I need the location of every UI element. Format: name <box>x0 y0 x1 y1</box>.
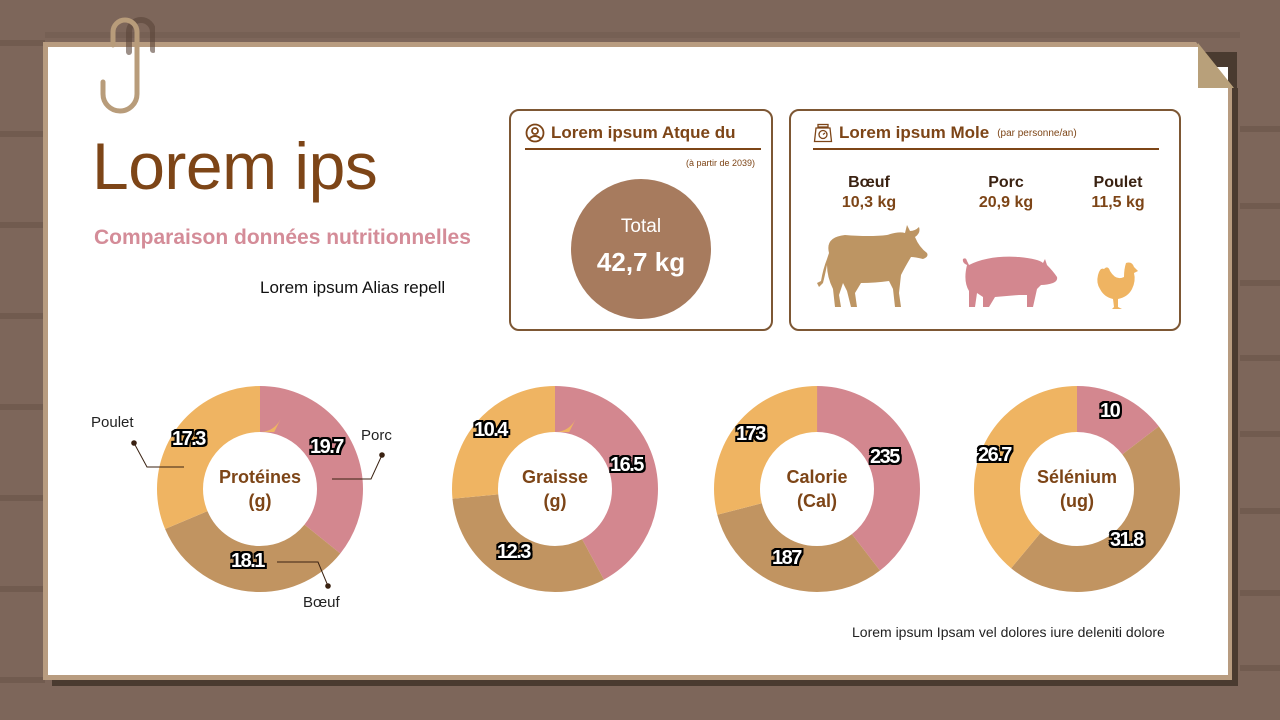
donut-chart-calorie: Calorie (Cal) 235 187 173 <box>712 384 922 594</box>
total-card: Lorem ipsum Atque du (à partir de 2039) … <box>509 109 773 331</box>
donut-chart-selenium: Sélénium (ug) 10 31.8 26.7 <box>972 384 1182 594</box>
value-label-boeuf: 12.3 <box>497 541 531 563</box>
donut-title: Calorie <box>786 467 848 487</box>
page-subtitle: Comparaison données nutritionnelles <box>94 226 471 249</box>
legend-porc: Porc <box>361 427 392 444</box>
legend-poulet: Poulet <box>91 414 134 431</box>
plank-line <box>1240 280 1280 286</box>
donut-segments <box>157 386 363 592</box>
pig-icon <box>962 256 1058 307</box>
donut-title: Graisse <box>521 467 589 487</box>
consumption-card-title: Lorem ipsum Mole <box>839 123 990 142</box>
segment-boeuf <box>452 386 658 592</box>
cow-icon <box>817 225 928 307</box>
plank-line <box>1240 665 1280 671</box>
segment-boeuf <box>157 386 363 592</box>
plank-line <box>1240 590 1280 596</box>
animal-name: Poulet <box>1093 174 1143 191</box>
segment-boeuf <box>714 386 920 592</box>
segment-poulet <box>157 386 363 592</box>
plank-line <box>45 32 1240 38</box>
total-label: Total <box>620 216 662 237</box>
page-description: Lorem ipsum Alias repell <box>260 278 446 297</box>
animal-name: Porc <box>988 174 1024 191</box>
animal-value: 11,5 kg <box>1091 194 1145 211</box>
value-label-porc: 10 <box>1100 400 1121 422</box>
total-value: 42,7 kg <box>596 247 686 277</box>
value-label-boeuf: 31.8 <box>1110 529 1144 551</box>
donut-title: Sélénium <box>1036 467 1118 487</box>
value-label-boeuf: 187 <box>772 547 802 569</box>
total-card-header: Lorem ipsum Atque du <box>525 123 761 150</box>
total-card-note: (à partir de 2039) <box>685 158 755 168</box>
paper-edge-shadow <box>1232 88 1238 686</box>
animal-value: 20,9 kg <box>978 194 1034 211</box>
plank-line <box>0 222 45 228</box>
value-label-porc: 16.5 <box>610 454 644 476</box>
value-label-boeuf: 18.1 <box>231 550 265 572</box>
animal-porc: Porc 20,9 kg <box>951 174 1061 212</box>
animal-name: Bœuf <box>848 174 890 191</box>
legend-boeuf: Bœuf <box>303 594 340 611</box>
donut-center-label: Calorie (Cal) <box>712 384 922 594</box>
animal-poulet: Poulet 11,5 kg <box>1063 174 1173 212</box>
donut-center-label: Protéines (g) <box>155 384 365 594</box>
animal-value: 10,3 kg <box>841 194 897 211</box>
plank-line <box>0 404 45 410</box>
value-label-porc: 235 <box>870 446 900 468</box>
donut-segments <box>714 386 920 592</box>
donut-chart-proteines: Protéines (g) 19.7 18.1 17.3 <box>155 384 365 594</box>
plank-line <box>0 586 45 592</box>
scale-icon <box>813 123 833 143</box>
donut-chart-graisse: Graisse (g) 16.5 12.3 10.4 <box>450 384 660 594</box>
segment-poulet <box>452 386 658 592</box>
page-title: Lorem ips <box>92 129 378 203</box>
plank-line <box>1240 355 1280 361</box>
plank-line <box>0 313 45 319</box>
value-label-poulet: 10.4 <box>474 419 508 441</box>
donut-title: Protéines <box>218 467 302 487</box>
value-label-poulet: 26.7 <box>978 444 1012 466</box>
chicken-icon <box>1097 262 1138 309</box>
donut-center-label: Graisse (g) <box>450 384 660 594</box>
user-circle-icon <box>525 123 545 143</box>
donut-segments <box>452 386 658 592</box>
segment-poulet <box>974 386 1180 592</box>
total-circle: Total 42,7 kg <box>571 179 711 319</box>
consumption-card: Lorem ipsum Mole (par personne/an) Bœuf … <box>789 109 1181 331</box>
segment-poulet <box>714 386 920 592</box>
plank-line <box>1240 431 1280 437</box>
plank-line <box>1240 508 1280 514</box>
animal-boeuf: Bœuf 10,3 kg <box>814 174 924 212</box>
plank-line <box>0 40 45 46</box>
plank-line <box>1240 126 1280 132</box>
donut-unit: (ug) <box>1060 491 1094 511</box>
donut-unit: (Cal) <box>797 491 837 511</box>
plank-line <box>0 131 45 137</box>
value-label-porc: 19.7 <box>310 436 344 458</box>
segment-boeuf <box>974 386 1180 592</box>
plank-line <box>0 495 45 501</box>
plank-line <box>0 677 45 683</box>
value-label-poulet: 173 <box>736 423 766 445</box>
donut-unit: (g) <box>248 491 272 511</box>
total-card-title: Lorem ipsum Atque du <box>551 123 736 142</box>
consumption-card-header: Lorem ipsum Mole (par personne/an) <box>813 123 1159 150</box>
donut-center-label: Sélénium (ug) <box>972 384 1182 594</box>
footer-note: Lorem ipsum Ipsam vel dolores iure delen… <box>852 624 1165 640</box>
consumption-card-title-suffix: (par personne/an) <box>997 127 1077 139</box>
plank-line <box>1240 203 1280 209</box>
paperclip-icon <box>100 17 155 114</box>
donut-unit: (g) <box>543 491 567 511</box>
value-label-poulet: 17.3 <box>172 428 206 450</box>
donut-segments <box>974 386 1180 592</box>
